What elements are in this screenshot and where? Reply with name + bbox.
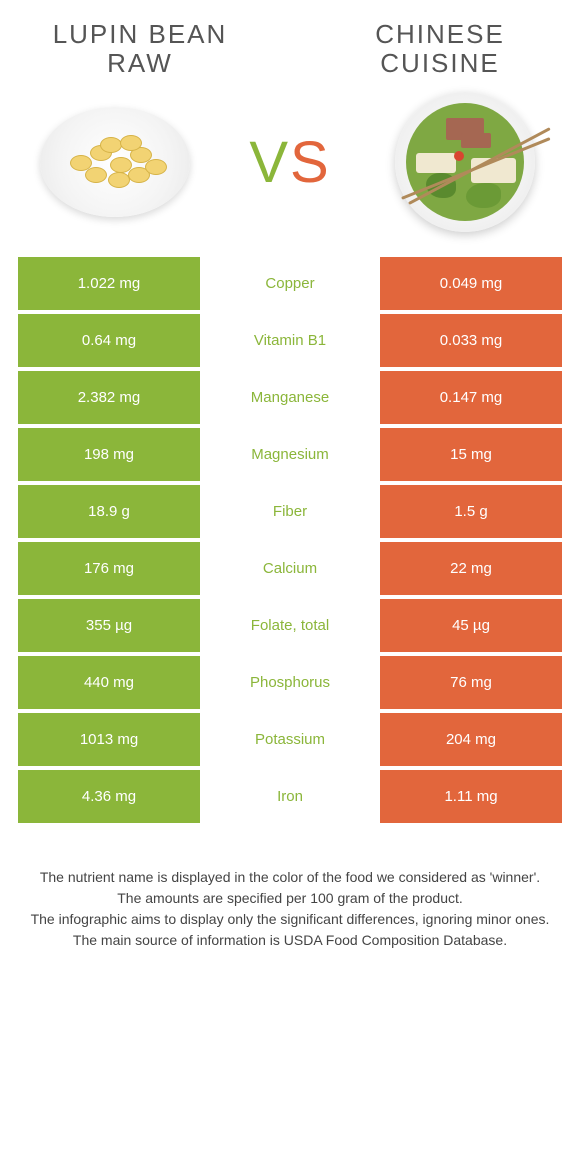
vs-row: VS (0, 87, 580, 257)
left-value-cell: 440 mg (18, 656, 200, 709)
left-value-cell: 198 mg (18, 428, 200, 481)
nutrient-name-cell: Phosphorus (200, 656, 380, 709)
vs-label: VS (249, 129, 330, 196)
right-value-cell: 1.5 g (380, 485, 562, 538)
nutrient-name-cell: Folate, total (200, 599, 380, 652)
table-row: 18.9 gFiber1.5 g (18, 485, 562, 538)
table-row: 1013 mgPotassium204 mg (18, 713, 562, 766)
left-value-cell: 176 mg (18, 542, 200, 595)
footer-line-1: The nutrient name is displayed in the co… (30, 867, 550, 888)
right-value-cell: 0.147 mg (380, 371, 562, 424)
footer-notes: The nutrient name is displayed in the co… (0, 827, 580, 981)
right-value-cell: 22 mg (380, 542, 562, 595)
footer-line-4: The main source of information is USDA F… (30, 930, 550, 951)
table-row: 355 µgFolate, total45 µg (18, 599, 562, 652)
table-row: 4.36 mgIron1.11 mg (18, 770, 562, 823)
nutrient-name-cell: Copper (200, 257, 380, 310)
left-food-title: LUPIN BEAN RAW (40, 20, 240, 77)
left-value-cell: 18.9 g (18, 485, 200, 538)
nutrient-name-cell: Iron (200, 770, 380, 823)
right-value-cell: 0.049 mg (380, 257, 562, 310)
left-value-cell: 1.022 mg (18, 257, 200, 310)
right-value-cell: 0.033 mg (380, 314, 562, 367)
table-row: 0.64 mgVitamin B10.033 mg (18, 314, 562, 367)
nutrient-name-cell: Potassium (200, 713, 380, 766)
right-value-cell: 204 mg (380, 713, 562, 766)
table-row: 2.382 mgManganese0.147 mg (18, 371, 562, 424)
vs-v: V (249, 130, 290, 195)
nutrient-name-cell: Calcium (200, 542, 380, 595)
footer-line-2: The amounts are specified per 100 gram o… (30, 888, 550, 909)
left-value-cell: 2.382 mg (18, 371, 200, 424)
left-value-cell: 1013 mg (18, 713, 200, 766)
nutrient-name-cell: Manganese (200, 371, 380, 424)
footer-line-3: The infographic aims to display only the… (30, 909, 550, 930)
right-value-cell: 76 mg (380, 656, 562, 709)
table-row: 176 mgCalcium22 mg (18, 542, 562, 595)
right-value-cell: 15 mg (380, 428, 562, 481)
right-food-image (380, 97, 550, 227)
table-row: 1.022 mgCopper0.049 mg (18, 257, 562, 310)
nutrient-name-cell: Vitamin B1 (200, 314, 380, 367)
right-food-title: CHINESE CUISINE (340, 20, 540, 77)
nutrient-table: 1.022 mgCopper0.049 mg0.64 mgVitamin B10… (0, 257, 580, 823)
left-value-cell: 4.36 mg (18, 770, 200, 823)
left-food-image (30, 97, 200, 227)
nutrient-name-cell: Fiber (200, 485, 380, 538)
right-value-cell: 45 µg (380, 599, 562, 652)
header: LUPIN BEAN RAW CHINESE CUISINE (0, 0, 580, 87)
left-value-cell: 355 µg (18, 599, 200, 652)
left-value-cell: 0.64 mg (18, 314, 200, 367)
vs-s: S (290, 130, 331, 195)
table-row: 440 mgPhosphorus76 mg (18, 656, 562, 709)
table-row: 198 mgMagnesium15 mg (18, 428, 562, 481)
right-value-cell: 1.11 mg (380, 770, 562, 823)
nutrient-name-cell: Magnesium (200, 428, 380, 481)
